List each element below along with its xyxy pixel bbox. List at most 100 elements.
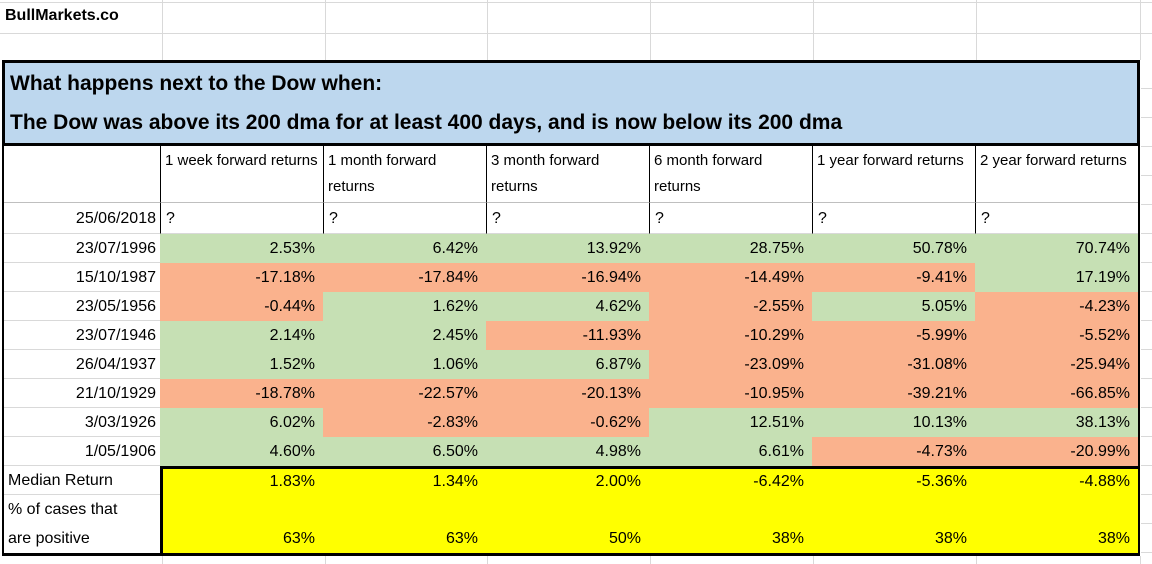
- positive-cell[interactable]: 63%: [323, 495, 486, 553]
- return-cell[interactable]: 12.51%: [649, 408, 812, 437]
- return-cell[interactable]: 6.42%: [323, 234, 486, 263]
- return-cell[interactable]: -9.41%: [812, 263, 975, 292]
- return-cell[interactable]: -5.99%: [812, 321, 975, 350]
- date-cell[interactable]: 23/07/1946: [4, 321, 160, 350]
- return-cell[interactable]: -31.08%: [812, 350, 975, 379]
- median-cell[interactable]: 1.34%: [323, 466, 486, 495]
- date-cell[interactable]: 1/05/1906: [4, 437, 160, 466]
- return-cell[interactable]: 13.92%: [486, 234, 649, 263]
- gridline: [813, 556, 814, 564]
- return-cell[interactable]: 5.05%: [812, 292, 975, 321]
- pending-return-cell[interactable]: ?: [323, 203, 486, 234]
- return-cell[interactable]: -5.52%: [975, 321, 1138, 350]
- pending-return-cell[interactable]: ?: [812, 203, 975, 234]
- return-cell[interactable]: -39.21%: [812, 379, 975, 408]
- return-cell[interactable]: 1.62%: [323, 292, 486, 321]
- return-cell[interactable]: -10.95%: [649, 379, 812, 408]
- return-cell[interactable]: -20.99%: [975, 437, 1138, 466]
- positive-cell[interactable]: 38%: [975, 495, 1138, 553]
- gridline: [0, 2, 1152, 3]
- return-cell[interactable]: 2.14%: [160, 321, 323, 350]
- gridline: [487, 0, 488, 60]
- column-header[interactable]: 3 month forward returns: [486, 146, 649, 203]
- return-cell[interactable]: 4.62%: [486, 292, 649, 321]
- return-cell[interactable]: 17.19%: [975, 263, 1138, 292]
- column-header[interactable]: 6 month forward returns: [649, 146, 812, 203]
- date-cell[interactable]: 23/05/1956: [4, 292, 160, 321]
- date-cell[interactable]: 26/04/1937: [4, 350, 160, 379]
- positive-cell[interactable]: 63%: [160, 495, 323, 553]
- return-cell[interactable]: 38.13%: [975, 408, 1138, 437]
- date-cell[interactable]: 3/03/1926: [4, 408, 160, 437]
- median-cell[interactable]: -5.36%: [812, 466, 975, 495]
- return-cell[interactable]: -23.09%: [649, 350, 812, 379]
- return-cell[interactable]: -0.62%: [486, 408, 649, 437]
- return-cell[interactable]: 2.45%: [323, 321, 486, 350]
- return-cell[interactable]: 4.60%: [160, 437, 323, 466]
- date-cell[interactable]: 15/10/1987: [4, 263, 160, 292]
- gridline: [325, 556, 326, 564]
- return-cell[interactable]: 28.75%: [649, 234, 812, 263]
- return-cell[interactable]: -17.84%: [323, 263, 486, 292]
- median-cell[interactable]: -6.42%: [649, 466, 812, 495]
- return-cell[interactable]: -10.29%: [649, 321, 812, 350]
- column-header[interactable]: 1 week forward returns: [160, 146, 323, 203]
- column-header[interactable]: 1 year forward returns: [812, 146, 975, 203]
- return-cell[interactable]: -22.57%: [323, 379, 486, 408]
- gridline: [1140, 556, 1141, 564]
- title-banner: What happens next to the Dow when: The D…: [2, 60, 1140, 146]
- positive-cell[interactable]: 50%: [486, 495, 649, 553]
- return-cell[interactable]: -11.93%: [486, 321, 649, 350]
- return-cell[interactable]: -20.13%: [486, 379, 649, 408]
- return-cell[interactable]: 6.87%: [486, 350, 649, 379]
- positive-label[interactable]: % of cases that are positive: [4, 495, 160, 553]
- return-cell[interactable]: -25.94%: [975, 350, 1138, 379]
- return-cell[interactable]: 4.98%: [486, 437, 649, 466]
- gridline: [1140, 0, 1141, 60]
- gridline: [813, 0, 814, 60]
- return-cell[interactable]: -18.78%: [160, 379, 323, 408]
- return-cell[interactable]: -4.23%: [975, 292, 1138, 321]
- median-cell[interactable]: 2.00%: [486, 466, 649, 495]
- gridline: [976, 556, 977, 564]
- gridline: [487, 556, 488, 564]
- return-cell[interactable]: 1.06%: [323, 350, 486, 379]
- pending-return-cell[interactable]: ?: [160, 203, 323, 234]
- pending-return-cell[interactable]: ?: [649, 203, 812, 234]
- median-cell[interactable]: -4.88%: [975, 466, 1138, 495]
- brand-label: BullMarkets.co: [5, 7, 119, 24]
- pending-return-cell[interactable]: ?: [975, 203, 1138, 234]
- return-cell[interactable]: -2.55%: [649, 292, 812, 321]
- date-cell[interactable]: 25/06/2018: [4, 203, 160, 234]
- return-cell[interactable]: 1.52%: [160, 350, 323, 379]
- column-header[interactable]: 2 year forward returns: [975, 146, 1138, 203]
- return-cell[interactable]: -4.73%: [812, 437, 975, 466]
- return-cell[interactable]: 10.13%: [812, 408, 975, 437]
- pending-return-cell[interactable]: ?: [486, 203, 649, 234]
- positive-label-line: are positive: [8, 530, 90, 547]
- return-cell[interactable]: -16.94%: [486, 263, 649, 292]
- positive-cell[interactable]: 38%: [649, 495, 812, 553]
- positive-cell[interactable]: 38%: [812, 495, 975, 553]
- return-cell[interactable]: -17.18%: [160, 263, 323, 292]
- corner-cell[interactable]: [4, 146, 160, 203]
- return-cell[interactable]: 50.78%: [812, 234, 975, 263]
- return-cell[interactable]: -0.44%: [160, 292, 323, 321]
- return-cell[interactable]: -66.85%: [975, 379, 1138, 408]
- median-label[interactable]: Median Return: [4, 466, 160, 495]
- column-header[interactable]: 1 month forward returns: [323, 146, 486, 203]
- return-cell[interactable]: -14.49%: [649, 263, 812, 292]
- gridline: [0, 33, 1152, 34]
- return-cell[interactable]: -2.83%: [323, 408, 486, 437]
- positive-label-line: % of cases that: [8, 501, 118, 518]
- return-cell[interactable]: 2.53%: [160, 234, 323, 263]
- date-cell[interactable]: 23/07/1996: [4, 234, 160, 263]
- return-cell[interactable]: 6.50%: [323, 437, 486, 466]
- date-cell[interactable]: 21/10/1929: [4, 379, 160, 408]
- return-cell[interactable]: 6.02%: [160, 408, 323, 437]
- title-line-2: The Dow was above its 200 dma for at lea…: [10, 111, 843, 134]
- return-cell[interactable]: 6.61%: [649, 437, 812, 466]
- return-cell[interactable]: 70.74%: [975, 234, 1138, 263]
- median-cell[interactable]: 1.83%: [160, 466, 323, 495]
